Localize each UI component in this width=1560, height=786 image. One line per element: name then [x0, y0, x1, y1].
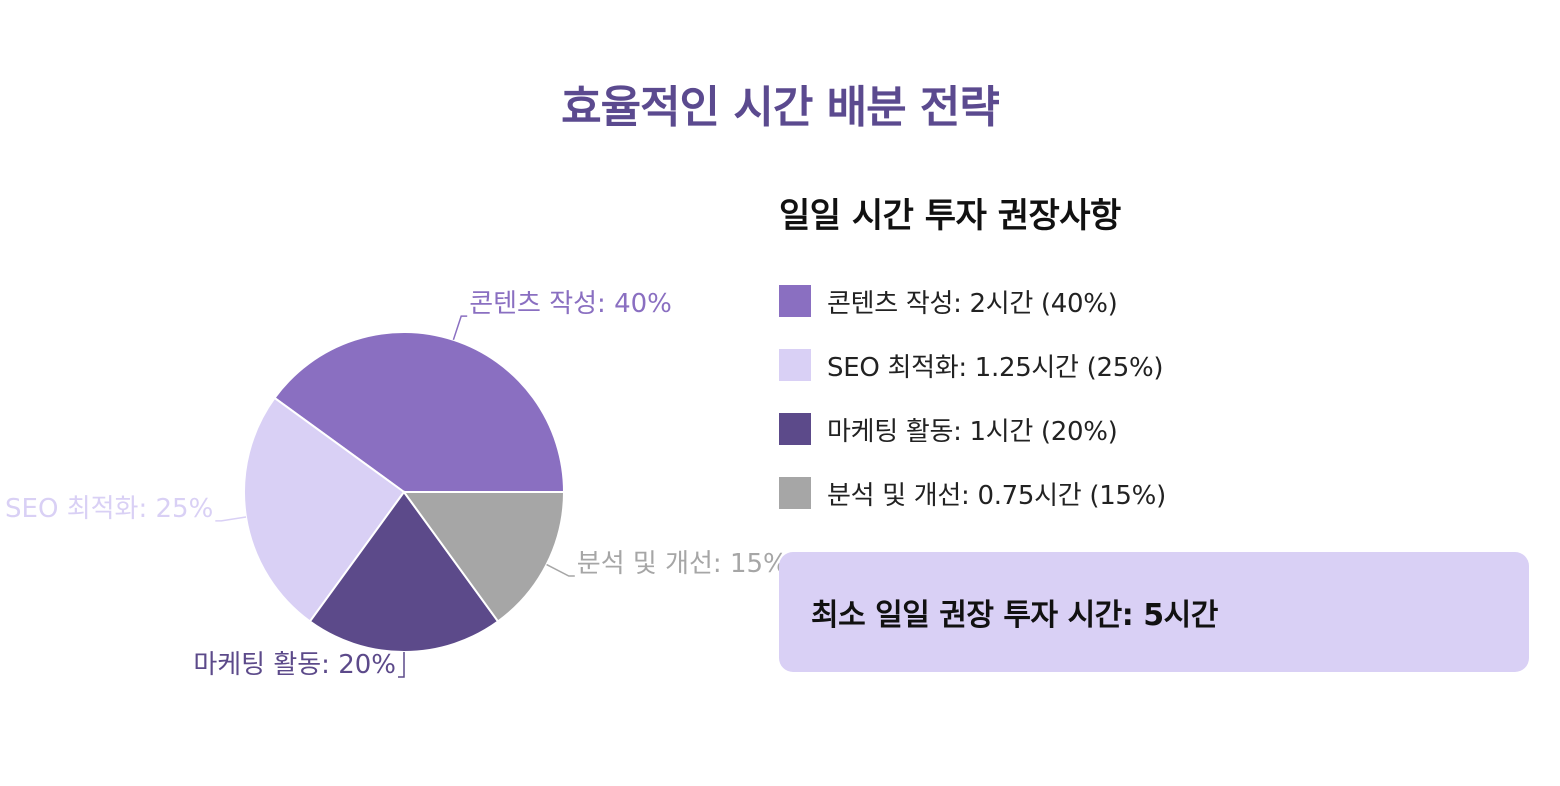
pie-leader-line	[546, 563, 575, 577]
legend-label: SEO 최적화: 1.25시간 (25%)	[827, 352, 1164, 383]
legend-swatch	[779, 413, 811, 445]
legend-item-marketing: 마케팅 활동: 1시간 (20%)	[779, 397, 1166, 461]
legend-item-analysis: 분석 및 개선: 0.75시간 (15%)	[779, 461, 1166, 525]
legend-swatch	[779, 349, 811, 381]
legend-label: 콘텐츠 작성: 2시간 (40%)	[827, 288, 1118, 319]
pie-slice-label: 분석 및 개선: 15%	[577, 549, 788, 579]
summary-box: 최소 일일 권장 투자 시간: 5시간	[779, 552, 1529, 672]
pie-slice	[273, 331, 566, 493]
pie-slices	[243, 331, 566, 653]
legend-item-seo: SEO 최적화: 1.25시간 (25%)	[779, 333, 1166, 397]
pie-slice	[402, 491, 566, 623]
legend-swatch	[779, 285, 811, 317]
legend: 콘텐츠 작성: 2시간 (40%) SEO 최적화: 1.25시간 (25%) …	[779, 269, 1166, 525]
chart-title: 효율적인 시간 배분 전략	[561, 82, 1000, 133]
legend-swatch	[779, 477, 811, 509]
panel-heading: 일일 시간 투자 권장사항	[779, 196, 1121, 236]
pie-slice-label: 콘텐츠 작성: 40%	[469, 289, 672, 319]
pie-slice-label: SEO 최적화: 25%	[5, 494, 213, 524]
pie-slice-label: 마케팅 활동: 20%	[193, 650, 396, 680]
legend-label: 마케팅 활동: 1시간 (20%)	[827, 416, 1118, 447]
summary-text: 최소 일일 권장 투자 시간: 5시간	[811, 598, 1218, 633]
pie-leader-line	[452, 315, 468, 341]
pie-leader-line	[215, 516, 247, 522]
legend-item-content-writing: 콘텐츠 작성: 2시간 (40%)	[779, 269, 1166, 333]
pie-leader-line	[398, 652, 405, 678]
pie-labels: 콘텐츠 작성: 40% SEO 최적화: 25% 마케팅 활동: 20% 분석 및 개…	[5, 289, 788, 680]
legend-label: 분석 및 개선: 0.75시간 (15%)	[827, 480, 1166, 511]
